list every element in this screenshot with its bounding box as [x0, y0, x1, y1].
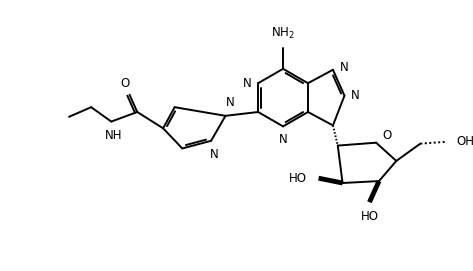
Text: N: N	[279, 133, 288, 146]
Text: N: N	[340, 61, 349, 74]
Text: N: N	[226, 96, 235, 109]
Text: HO: HO	[360, 210, 378, 223]
Text: N: N	[243, 77, 252, 90]
Text: HO: HO	[289, 172, 307, 185]
Text: O: O	[382, 130, 391, 143]
Text: N: N	[210, 149, 219, 162]
Text: O: O	[120, 77, 130, 90]
Text: NH: NH	[105, 129, 122, 142]
Text: OH: OH	[457, 135, 473, 148]
Text: N: N	[351, 89, 360, 102]
Text: NH$_2$: NH$_2$	[271, 26, 295, 41]
